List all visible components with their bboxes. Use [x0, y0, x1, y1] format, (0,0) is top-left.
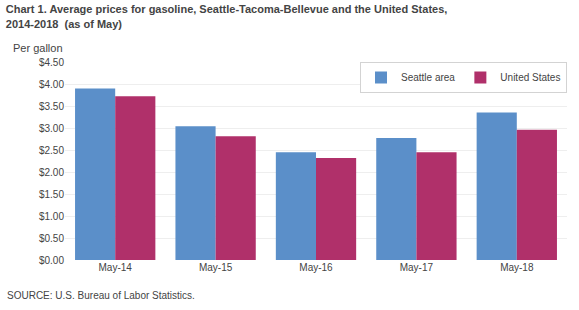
svg-text:May-18: May-18: [500, 262, 534, 273]
svg-text:$2.00: $2.00: [39, 167, 64, 178]
svg-text:United States: United States: [500, 72, 560, 83]
svg-text:$3.50: $3.50: [39, 101, 64, 112]
svg-text:$3.00: $3.00: [39, 123, 64, 134]
svg-text:$4.00: $4.00: [39, 79, 64, 90]
svg-text:Per gallon: Per gallon: [13, 42, 63, 54]
svg-text:Seattle area: Seattle area: [401, 72, 455, 83]
svg-text:Chart 1. Average prices for ga: Chart 1. Average prices for gasoline, Se…: [6, 3, 448, 29]
svg-text:$2.50: $2.50: [39, 145, 64, 156]
svg-text:May-16: May-16: [299, 262, 333, 273]
svg-text:SOURCE: U.S. Bureau of Labor S: SOURCE: U.S. Bureau of Labor Statistics.: [7, 290, 195, 301]
svg-text:$4.50: $4.50: [39, 57, 64, 68]
svg-text:May-14: May-14: [99, 262, 133, 273]
svg-text:$1.50: $1.50: [39, 189, 64, 200]
svg-text:May-17: May-17: [400, 262, 434, 273]
svg-text:$0.50: $0.50: [39, 233, 64, 244]
svg-text:$1.00: $1.00: [39, 211, 64, 222]
svg-text:$0.00: $0.00: [39, 255, 64, 266]
svg-text:May-15: May-15: [199, 262, 233, 273]
